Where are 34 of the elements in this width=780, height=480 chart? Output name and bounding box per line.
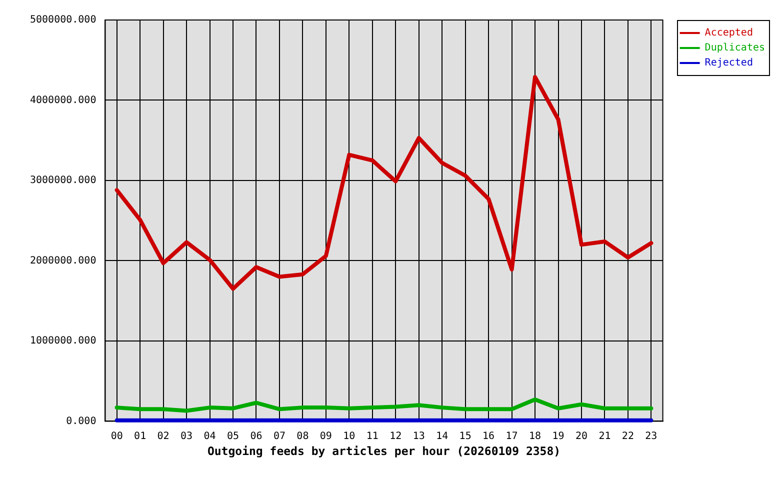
- x-tick-label: 12: [390, 430, 402, 442]
- x-tick-label: 14: [436, 430, 448, 442]
- x-tick-label: 10: [343, 430, 356, 442]
- x-tick-label: 03: [180, 430, 193, 442]
- y-tick-label: 4000000.000: [30, 94, 96, 106]
- legend-label: Duplicates: [704, 42, 766, 54]
- x-tick-label: 01: [134, 430, 146, 442]
- x-tick-label: 17: [506, 430, 518, 442]
- x-axis-title: Outgoing feeds by articles per hour (20260109 2358): [207, 444, 561, 458]
- x-tick-label: 06: [250, 430, 262, 442]
- legend-label: Accepted: [704, 28, 753, 39]
- x-tick-label: 11: [366, 430, 378, 442]
- y-tick-label: 3000000.000: [30, 175, 96, 186]
- x-tick-label: 16: [482, 430, 495, 442]
- x-tick-label: 21: [598, 430, 611, 442]
- x-tick-label: 19: [552, 430, 564, 442]
- x-tick-label: 07: [273, 430, 286, 442]
- x-tick-label: 18: [528, 430, 542, 442]
- x-tick-label: 22: [622, 430, 634, 442]
- x-tick-label: 13: [412, 430, 425, 442]
- x-tick-label: 04: [204, 430, 216, 442]
- y-tick-label: 5000000.000: [30, 14, 96, 26]
- x-tick-label: 00: [110, 430, 123, 442]
- x-tick-label: 08: [296, 430, 309, 442]
- x-tick-label: 15: [459, 430, 472, 442]
- y-tick-label: 1000000.000: [30, 336, 96, 347]
- y-tick-label: 2000000.000: [30, 255, 96, 266]
- x-tick-label: 20: [575, 430, 588, 442]
- x-tick-label: 05: [226, 430, 240, 442]
- x-tick-label: 23: [645, 430, 658, 442]
- y-tick-label: 0.000: [66, 416, 96, 427]
- x-tick-label: 02: [157, 430, 170, 442]
- legend-label: Rejected: [704, 58, 753, 69]
- x-tick-label: 09: [320, 430, 332, 442]
